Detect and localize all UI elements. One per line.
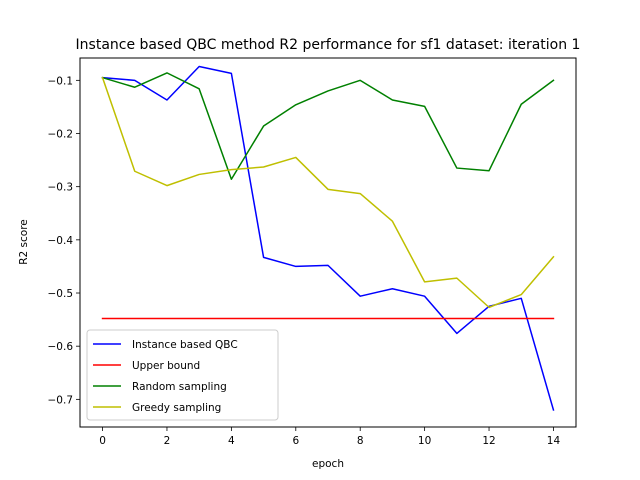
y-tick-label: −0.7 — [48, 394, 74, 406]
y-tick-label: −0.3 — [48, 182, 74, 194]
series-line-instance-based-qbc — [101, 65, 555, 411]
chart-title: Instance based QBC method R2 performance… — [76, 37, 581, 53]
series-line-random-sampling — [101, 72, 555, 180]
x-tick-label: 12 — [482, 435, 495, 447]
y-tick-label: −0.1 — [48, 75, 74, 87]
legend-label-upper-bound: Upper bound — [132, 360, 200, 372]
y-tick-label: −0.4 — [48, 235, 74, 247]
y-tick-label: −0.2 — [48, 129, 74, 141]
legend-label-instance-based-qbc: Instance based QBC — [132, 339, 238, 351]
x-tick-label: 8 — [357, 435, 364, 447]
x-tick-label: 10 — [418, 435, 431, 447]
x-tick-label: 6 — [292, 435, 299, 447]
y-axis-label: R2 score — [18, 219, 30, 265]
series-line-greedy-sampling — [101, 76, 555, 309]
legend: Instance based QBC Upper bound Random samp… — [86, 329, 279, 421]
y-tick-label: −0.6 — [48, 341, 74, 353]
series-lines — [101, 65, 555, 411]
x-tick-label: 14 — [547, 435, 561, 447]
y-tick-label: −0.5 — [48, 288, 74, 300]
x-tick-label: 4 — [228, 435, 235, 447]
legend-label-random-sampling: Random sampling — [132, 381, 227, 393]
y-axis-ticks: −0.1 −0.2 −0.3 −0.4 −0.5 −0.6 −0.7 — [48, 75, 80, 406]
x-axis-ticks: 0 2 4 6 8 10 12 14 — [99, 427, 560, 447]
legend-box — [86, 329, 279, 421]
plot-frame — [79, 57, 577, 428]
x-tick-label: 2 — [164, 435, 171, 447]
x-axis-label: epoch — [312, 458, 344, 470]
x-tick-label: 0 — [99, 435, 106, 447]
legend-label-greedy-sampling: Greedy sampling — [132, 402, 221, 414]
